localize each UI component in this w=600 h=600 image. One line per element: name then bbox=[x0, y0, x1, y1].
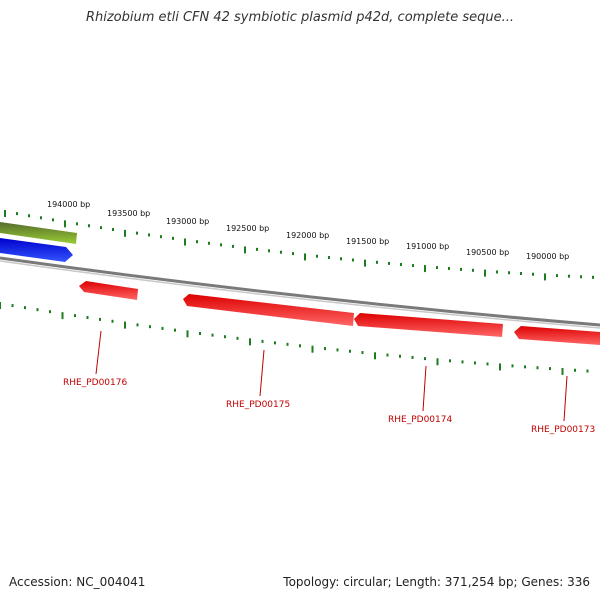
scale-label: 194000 bp bbox=[47, 200, 90, 209]
plus-strand-gene-arrow[interactable] bbox=[0, 238, 73, 262]
scale-label: 191000 bp bbox=[406, 242, 449, 251]
plasmid-backbone-shadow bbox=[0, 260, 600, 329]
gene-label-rhe-pd00175[interactable]: RHE_PD00175 bbox=[226, 400, 290, 410]
gene-leader-line bbox=[95, 330, 102, 375]
gene-arrow-rhe-pd00175[interactable] bbox=[183, 294, 354, 326]
gene-label-rhe-pd00173[interactable]: RHE_PD00173 bbox=[531, 425, 595, 435]
scale-label: 193500 bp bbox=[107, 209, 150, 218]
gene-leader-line bbox=[563, 375, 568, 422]
inner-scale-ticks bbox=[0, 302, 589, 375]
plasmid-backbone bbox=[0, 256, 600, 327]
gene-arrow-rhe-pd00173[interactable] bbox=[514, 326, 600, 345]
scale-label: 193000 bp bbox=[166, 217, 209, 226]
gene-leader-line bbox=[259, 349, 265, 397]
gene-arrow-rhe-pd00174[interactable] bbox=[354, 313, 503, 337]
outer-scale-ticks bbox=[4, 210, 594, 281]
scale-label: 190000 bp bbox=[526, 252, 569, 261]
scale-labels: 194000 bp 193500 bp 193000 bp 192500 bp … bbox=[47, 200, 569, 261]
scale-label: 191500 bp bbox=[346, 237, 389, 246]
gene-label-rhe-pd00174[interactable]: RHE_PD00174 bbox=[388, 415, 452, 425]
summary-label: Topology: circular; Length: 371,254 bp; … bbox=[283, 575, 590, 589]
scale-label: 190500 bp bbox=[466, 248, 509, 257]
accession-label: Accession: NC_004041 bbox=[9, 575, 146, 589]
gene-arrow-rhe-pd00176[interactable] bbox=[79, 281, 138, 300]
gene-label-rhe-pd00176[interactable]: RHE_PD00176 bbox=[63, 378, 127, 388]
scale-label: 192000 bp bbox=[286, 231, 329, 240]
map-title: Rhizobium etli CFN 42 symbiotic plasmid … bbox=[85, 10, 515, 25]
gene-leader-line bbox=[422, 365, 427, 412]
scale-label: 192500 bp bbox=[226, 224, 269, 233]
green-feature-bar[interactable] bbox=[0, 222, 77, 244]
